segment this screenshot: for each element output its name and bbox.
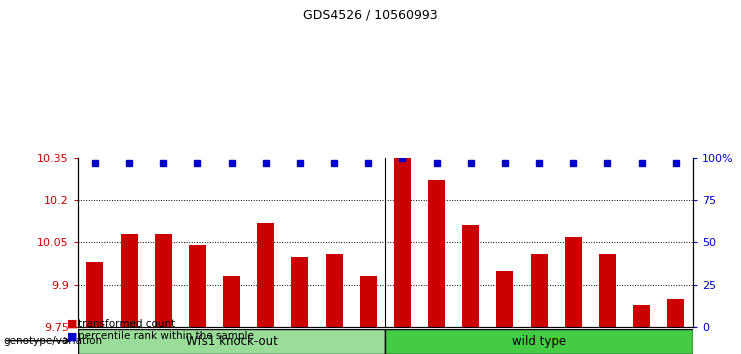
Bar bbox=[155, 234, 172, 327]
Text: ■: ■ bbox=[67, 319, 77, 329]
Bar bbox=[633, 305, 650, 327]
Text: ■: ■ bbox=[67, 331, 77, 341]
Text: genotype/variation: genotype/variation bbox=[4, 336, 103, 346]
Bar bbox=[189, 245, 206, 327]
Bar bbox=[599, 254, 616, 327]
Bar bbox=[223, 276, 240, 327]
Bar bbox=[667, 299, 684, 327]
Text: GDS4526 / 10560993: GDS4526 / 10560993 bbox=[303, 9, 438, 22]
Text: transformed count: transformed count bbox=[78, 319, 175, 329]
Bar bbox=[394, 158, 411, 327]
Text: Wfs1 knock-out: Wfs1 knock-out bbox=[186, 335, 277, 348]
Bar bbox=[78, 329, 385, 354]
Text: wild type: wild type bbox=[512, 335, 566, 348]
Bar bbox=[531, 254, 548, 327]
Bar bbox=[291, 257, 308, 327]
Bar bbox=[121, 234, 138, 327]
Bar bbox=[87, 262, 104, 327]
Bar bbox=[385, 329, 693, 354]
Bar bbox=[359, 276, 376, 327]
Bar bbox=[462, 225, 479, 327]
Bar bbox=[257, 223, 274, 327]
Bar bbox=[428, 180, 445, 327]
Bar bbox=[325, 254, 342, 327]
Bar bbox=[496, 271, 514, 327]
Bar bbox=[565, 237, 582, 327]
Text: percentile rank within the sample: percentile rank within the sample bbox=[78, 331, 253, 341]
